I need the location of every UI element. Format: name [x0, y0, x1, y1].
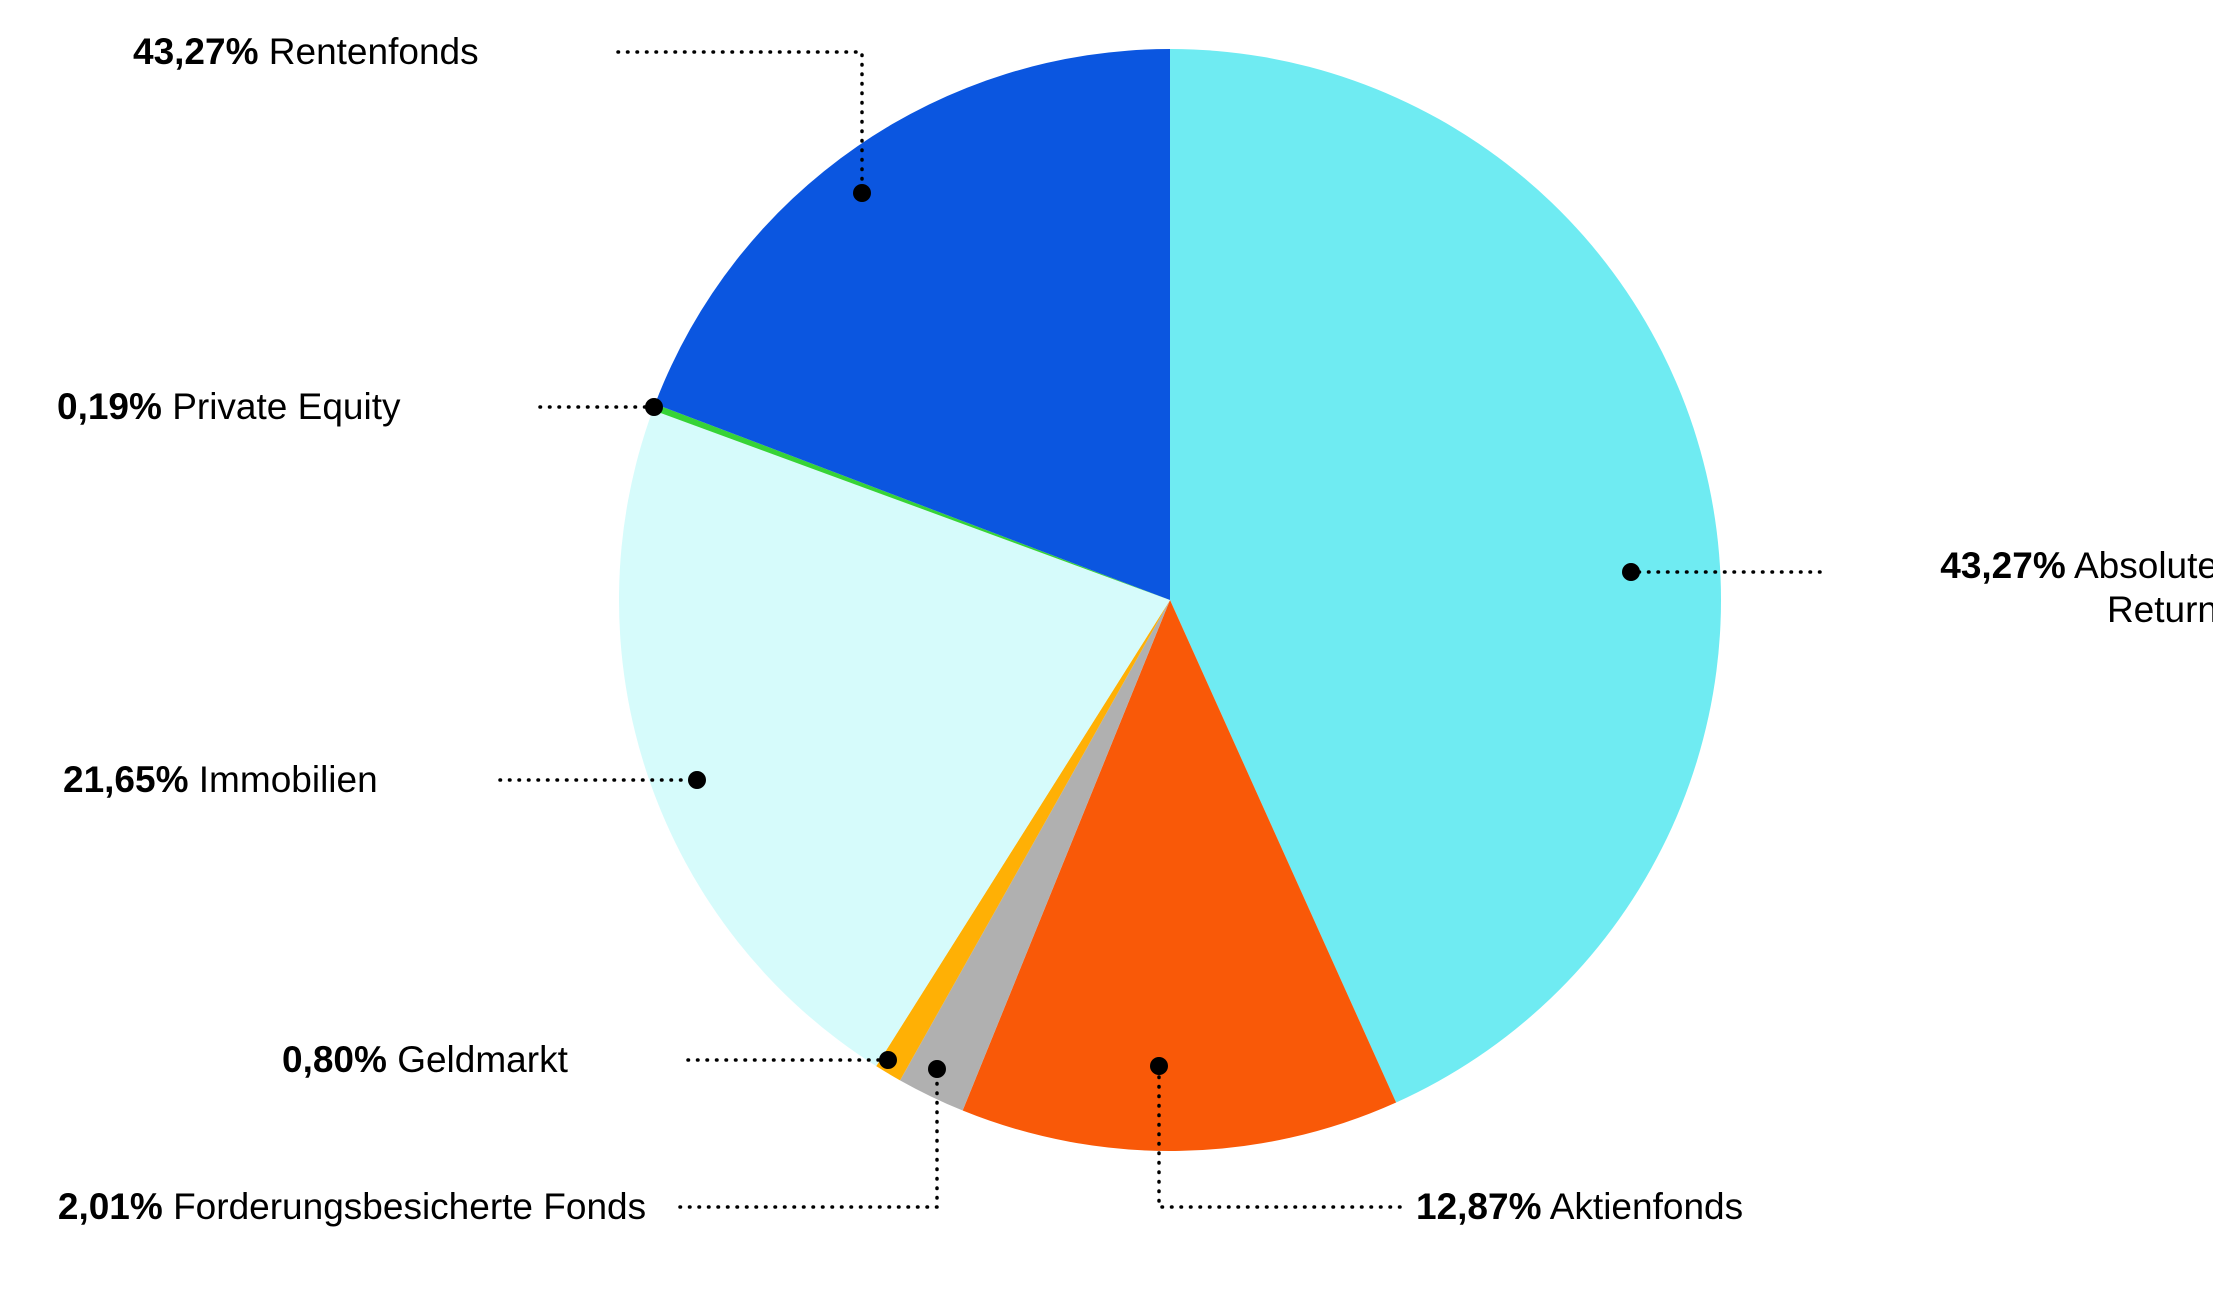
callout-geldmarkt: 0,80% Geldmarkt: [282, 1038, 568, 1082]
pie-slice-aktienfonds: [962, 600, 1397, 1151]
leader-dot-rentenfonds: [853, 184, 871, 202]
absolute-return-label: Absolute Return: [2074, 545, 2213, 630]
forderungsbesicherte-value: 2,01%: [57, 1186, 163, 1227]
aktienfonds-label: Aktienfonds: [1549, 1186, 1744, 1227]
rentenfonds-label: Rentenfonds: [268, 31, 479, 72]
pie-slice-absolute-return: [1170, 49, 1722, 1103]
forderungsbesicherte-label: Forderungsbesicherte Fonds: [173, 1186, 647, 1227]
geldmarkt-label: Geldmarkt: [397, 1039, 568, 1080]
callout-rentenfonds: 43,27% Rentenfonds: [133, 30, 479, 74]
geldmarkt-value: 0,80%: [282, 1039, 387, 1080]
callout-forderungsbesicherte-fonds: 2,01% Forderungsbesicherte Fonds: [36, 1185, 668, 1229]
pie-slice-immobilien: [619, 410, 1170, 1067]
leader-dot-geldmarkt: [879, 1051, 897, 1069]
leader-dot-immobilien: [688, 771, 706, 789]
immobilien-value: 21,65%: [63, 759, 189, 800]
callout-absolute-return: 43,27% Absolute Return: [1828, 544, 2213, 632]
leader-line-forderungsbesicherte-fonds: [678, 1067, 939, 1209]
rentenfonds-value: 43,27%: [133, 31, 259, 72]
aktienfonds-value: 12,87%: [1416, 1186, 1542, 1227]
absolute-return-value: 43,27%: [1940, 545, 2066, 586]
private-equity-value: 0,19%: [57, 386, 162, 427]
callout-private-equity: 0,19% Private Equity: [57, 385, 400, 429]
pie-slice-forderungsbesicherte-fonds: [900, 600, 1170, 1111]
pie-slice-private-equity: [652, 403, 1170, 600]
leader-dot-private-equity: [645, 398, 663, 416]
leader-dot-aktienfonds: [1150, 1057, 1168, 1075]
leader-dot-forderungsbesicherte-fonds: [928, 1060, 946, 1078]
callout-aktienfonds: 12,87% Aktienfonds: [1416, 1185, 1743, 1229]
immobilien-label: Immobilien: [198, 759, 378, 800]
leader-dot-absolute-return: [1622, 563, 1640, 581]
callout-immobilien: 21,65% Immobilien: [63, 758, 378, 802]
private-equity-label: Private Equity: [172, 386, 401, 427]
pie-slice-rentenfonds: [655, 49, 1170, 600]
pie-slice-geldmarkt: [876, 600, 1170, 1081]
